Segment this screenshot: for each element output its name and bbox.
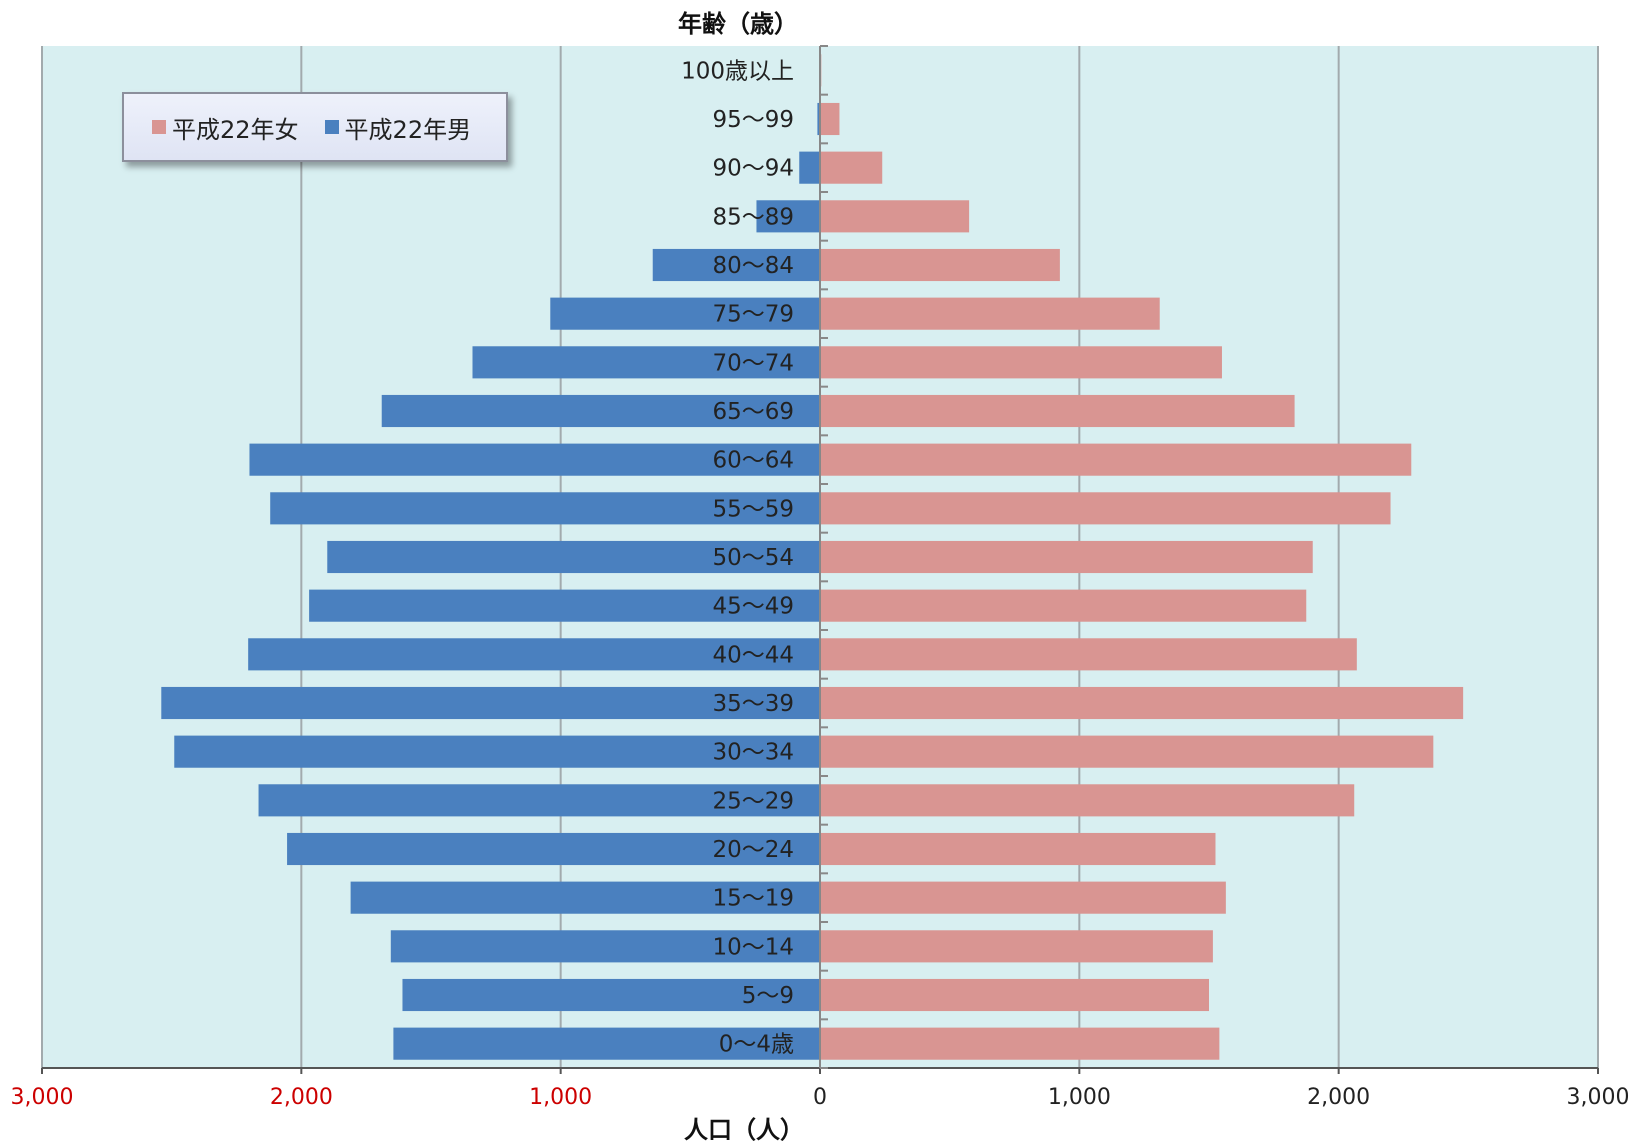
bar-male-8: [249, 443, 820, 476]
bar-female-6: [820, 346, 1222, 379]
bar-male-3: [756, 200, 820, 233]
bar-female-11: [820, 589, 1307, 622]
bar-female-17: [820, 881, 1226, 914]
category-label-10: 50～54: [712, 545, 794, 571]
bar-female-14: [820, 735, 1434, 768]
category-label-13: 35～39: [712, 691, 794, 717]
bar-female-15: [820, 784, 1355, 817]
bar-female-3: [820, 200, 970, 233]
chart-legend: 平成22年女 平成22年男: [122, 92, 508, 162]
bar-male-2: [799, 151, 820, 184]
category-label-19: 5～9: [742, 983, 794, 1009]
bar-male-6: [472, 346, 820, 379]
bar-male-16: [287, 832, 820, 866]
bar-female-7: [820, 394, 1295, 428]
bar-female-4: [820, 248, 1060, 282]
category-label-5: 75～79: [712, 302, 794, 328]
category-label-7: 65～69: [712, 399, 794, 425]
category-label-11: 45～49: [712, 594, 794, 620]
legend-label-male: 平成22年男: [344, 115, 472, 144]
x-tick-label-4: 1,000: [1048, 1085, 1111, 1110]
category-label-2: 90～94: [712, 156, 794, 182]
legend-label-female: 平成22年女: [172, 115, 299, 144]
x-axis-label: 人口（人）: [684, 1116, 804, 1144]
bar-male-15: [258, 784, 820, 817]
bar-male-20: [393, 1027, 820, 1060]
category-label-6: 70～74: [712, 350, 794, 376]
category-label-20: 0～4歳: [719, 1032, 794, 1058]
category-label-12: 40～44: [712, 642, 794, 668]
bar-female-10: [820, 540, 1313, 574]
legend-item-female: 平成22年女: [152, 110, 299, 145]
legend-swatch-male: [324, 120, 339, 134]
bar-female-1: [820, 102, 840, 136]
bar-male-11: [309, 589, 820, 622]
category-label-3: 85～89: [712, 204, 794, 230]
bar-female-13: [820, 686, 1464, 720]
x-tick-label-0: 3,000: [11, 1085, 74, 1110]
x-tick-label-3: 0: [813, 1085, 827, 1110]
bar-female-20: [820, 1027, 1220, 1060]
bar-male-1: [817, 102, 820, 136]
bar-female-8: [820, 443, 1412, 476]
category-label-14: 30～34: [712, 740, 794, 766]
category-label-1: 95～99: [712, 107, 794, 133]
bar-female-16: [820, 832, 1216, 866]
bar-female-9: [820, 492, 1391, 525]
bar-female-2: [820, 151, 883, 184]
category-label-0: 100歳以上: [681, 58, 794, 84]
bar-male-18: [390, 930, 820, 963]
category-label-9: 55～59: [712, 496, 794, 522]
bar-female-19: [820, 978, 1209, 1012]
category-label-15: 25～29: [712, 788, 794, 814]
bar-female-12: [820, 638, 1357, 671]
x-tick-label-1: 2,000: [270, 1085, 333, 1110]
x-tick-label-5: 2,000: [1307, 1085, 1370, 1110]
bar-male-13: [161, 686, 820, 720]
bar-male-19: [402, 978, 820, 1012]
bar-female-5: [820, 297, 1160, 330]
category-label-17: 15～19: [712, 886, 794, 912]
bar-male-4: [652, 248, 820, 282]
legend-swatch-female: [152, 120, 166, 134]
bar-male-12: [248, 638, 821, 671]
chart-title: 年齢（歳）: [678, 10, 798, 38]
bar-female-18: [820, 930, 1213, 963]
bar-male-10: [327, 540, 820, 574]
bar-male-7: [381, 394, 820, 428]
bar-male-14: [174, 735, 820, 768]
bar-male-9: [270, 492, 820, 525]
x-tick-label-6: 3,000: [1567, 1085, 1630, 1110]
bar-male-5: [550, 297, 820, 330]
category-label-4: 80～84: [712, 253, 794, 279]
category-label-8: 60～64: [712, 448, 794, 474]
bar-male-17: [350, 881, 820, 914]
x-tick-label-2: 1,000: [529, 1085, 592, 1110]
legend-item-male: 平成22年男: [324, 110, 472, 145]
category-label-16: 20～24: [712, 837, 794, 863]
category-label-18: 10～14: [712, 934, 794, 960]
